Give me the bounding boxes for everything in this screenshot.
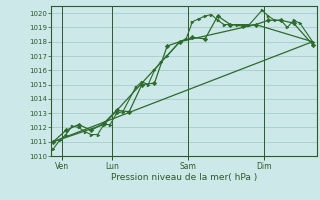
X-axis label: Pression niveau de la mer( hPa ): Pression niveau de la mer( hPa )	[111, 173, 257, 182]
